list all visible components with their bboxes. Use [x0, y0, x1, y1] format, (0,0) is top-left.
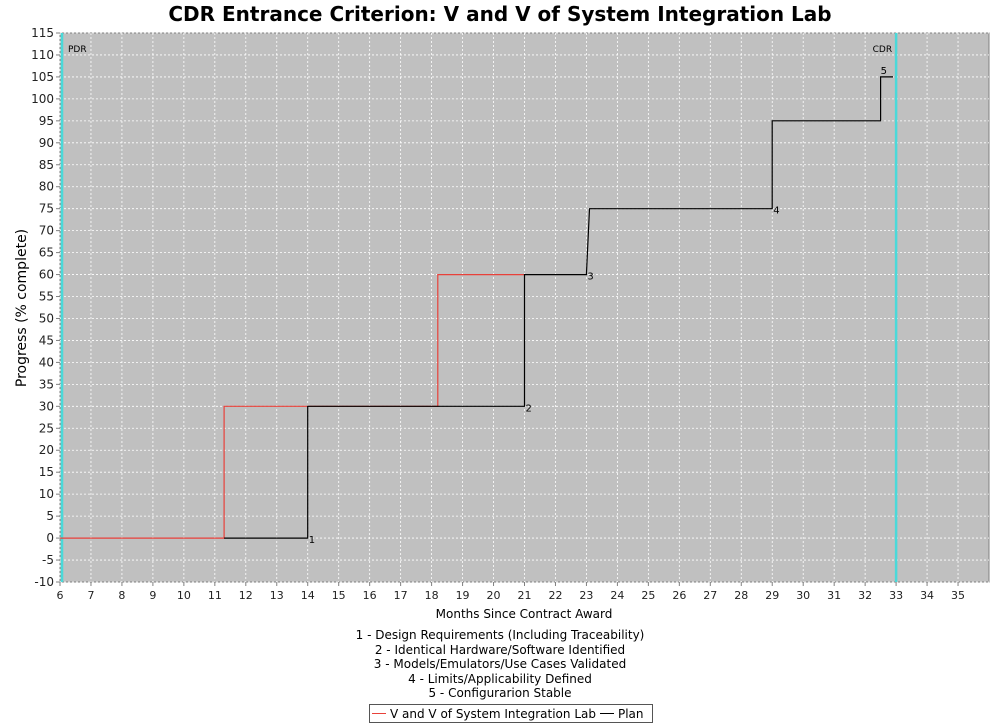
- milestone-label-2: 2: [526, 403, 532, 414]
- y-axis-label: Progress (% complete): [14, 229, 30, 387]
- x-tick-label: 12: [239, 589, 253, 602]
- x-tick-label: 26: [672, 589, 686, 602]
- x-tick-label: 22: [548, 589, 562, 602]
- x-tick-label: 32: [858, 589, 872, 602]
- y-tick-label: 45: [39, 333, 54, 347]
- x-tick-label: 17: [394, 589, 408, 602]
- x-tick-label: 11: [208, 589, 222, 602]
- y-tick-label: 110: [31, 48, 54, 62]
- y-tick-label: -5: [42, 553, 54, 567]
- y-tick-label: 115: [31, 26, 54, 40]
- y-tick-label: 10: [39, 487, 54, 501]
- y-tick-label: 25: [39, 421, 54, 435]
- y-axis: -10 -5 0 5 10 15 20 25 30 35 40 45 50 55 60 65 70 75 80 85 9…: [31, 26, 60, 589]
- x-tick-label: 34: [920, 589, 934, 602]
- milestone-label-4: 4: [773, 206, 779, 217]
- x-tick-label: 25: [641, 589, 655, 602]
- y-tick-label: 65: [39, 246, 54, 260]
- x-tick-label: 29: [765, 589, 779, 602]
- y-tick-label: 0: [46, 531, 54, 545]
- vertical-markers: PDR CDR: [60, 33, 898, 582]
- milestone-label-3: 3: [587, 272, 593, 283]
- note-5: 5 - Configurarion Stable: [428, 686, 572, 701]
- legend-swatch-plan: [599, 713, 614, 714]
- x-axis: 6 7 8 9 10 11 12 13 14 15 16 17 18 19 20 21 22 23 24 25 26 27…: [57, 582, 965, 602]
- x-tick-label: 13: [270, 589, 284, 602]
- x-tick-label: 31: [827, 589, 841, 602]
- milestone-labels: 1 2 3 4 5: [309, 66, 887, 546]
- y-tick-label: 20: [39, 443, 54, 457]
- y-tick-label: 105: [31, 70, 54, 84]
- x-tick-label: 6: [57, 589, 64, 602]
- y-tick-label: -10: [34, 575, 54, 589]
- y-tick-label: 95: [39, 114, 54, 128]
- y-tick-label: 40: [39, 355, 54, 369]
- y-tick-label: 60: [39, 268, 54, 282]
- y-tick-label: 85: [39, 158, 54, 172]
- x-tick-label: 8: [118, 589, 125, 602]
- y-tick-label: 15: [39, 465, 54, 479]
- x-tick-label: 7: [87, 589, 94, 602]
- x-tick-label: 21: [518, 589, 532, 602]
- x-tick-label: 14: [301, 589, 315, 602]
- note-4: 4 - Limits/Applicability Defined: [408, 671, 592, 686]
- x-tick-label: 33: [889, 589, 903, 602]
- x-tick-label: 28: [734, 589, 748, 602]
- legend-label-plan: Plan: [617, 706, 644, 721]
- y-tick-label: 75: [39, 202, 54, 216]
- x-tick-label: 19: [456, 589, 470, 602]
- legend-label-actual: V and V of System Integration Lab: [390, 706, 596, 721]
- legend-item-actual: V and V of System Integration Lab: [372, 707, 596, 721]
- note-1: 1 - Design Requirements (Including Trace…: [355, 628, 645, 642]
- milestone-label-5: 5: [881, 66, 887, 77]
- y-tick-label: 50: [39, 311, 54, 325]
- y-tick-label: 80: [39, 180, 54, 194]
- note-2: 2 - Identical Hardware/Software Identifi…: [374, 642, 626, 657]
- x-tick-label: 18: [425, 589, 439, 602]
- series-lines: [60, 76, 893, 539]
- x-tick-label: 20: [487, 589, 501, 602]
- y-tick-label: 100: [31, 92, 54, 106]
- y-tick-label: 55: [39, 290, 54, 304]
- y-tick-label: 70: [39, 224, 54, 238]
- series-line-plan: [224, 76, 893, 539]
- chart-title: CDR Entrance Criterion: V and V of Syste…: [168, 2, 832, 26]
- x-tick-label: 15: [332, 589, 346, 602]
- x-tick-label: 9: [149, 589, 156, 602]
- y-tick-label: 35: [39, 377, 54, 391]
- y-tick-label: 90: [39, 136, 54, 150]
- x-tick-label: 16: [363, 589, 377, 602]
- x-tick-label: 27: [703, 589, 717, 602]
- legend-swatch-actual: [372, 713, 386, 714]
- milestone-label-1: 1: [309, 535, 315, 546]
- x-tick-label: 24: [610, 589, 624, 602]
- x-tick-label: 30: [796, 589, 810, 602]
- legend-item-plan: Plan: [599, 706, 644, 721]
- x-tick-label: 35: [951, 589, 965, 602]
- marker-label-pdr: PDR: [68, 45, 87, 55]
- x-tick-label: 23: [579, 589, 593, 602]
- x-axis-label: Months Since Contract Award: [436, 607, 613, 621]
- y-tick-label: 30: [39, 399, 54, 413]
- y-tick-label: 5: [46, 509, 54, 523]
- marker-label-cdr: CDR: [873, 45, 892, 55]
- x-tick-label: 10: [177, 589, 191, 602]
- milestone-notes: 1 - Design Requirements (Including Trace…: [0, 628, 1000, 701]
- legend: V and V of System Integration Lab Plan: [369, 704, 653, 723]
- note-3: 3 - Models/Emulators/Use Cases Validated: [373, 657, 627, 672]
